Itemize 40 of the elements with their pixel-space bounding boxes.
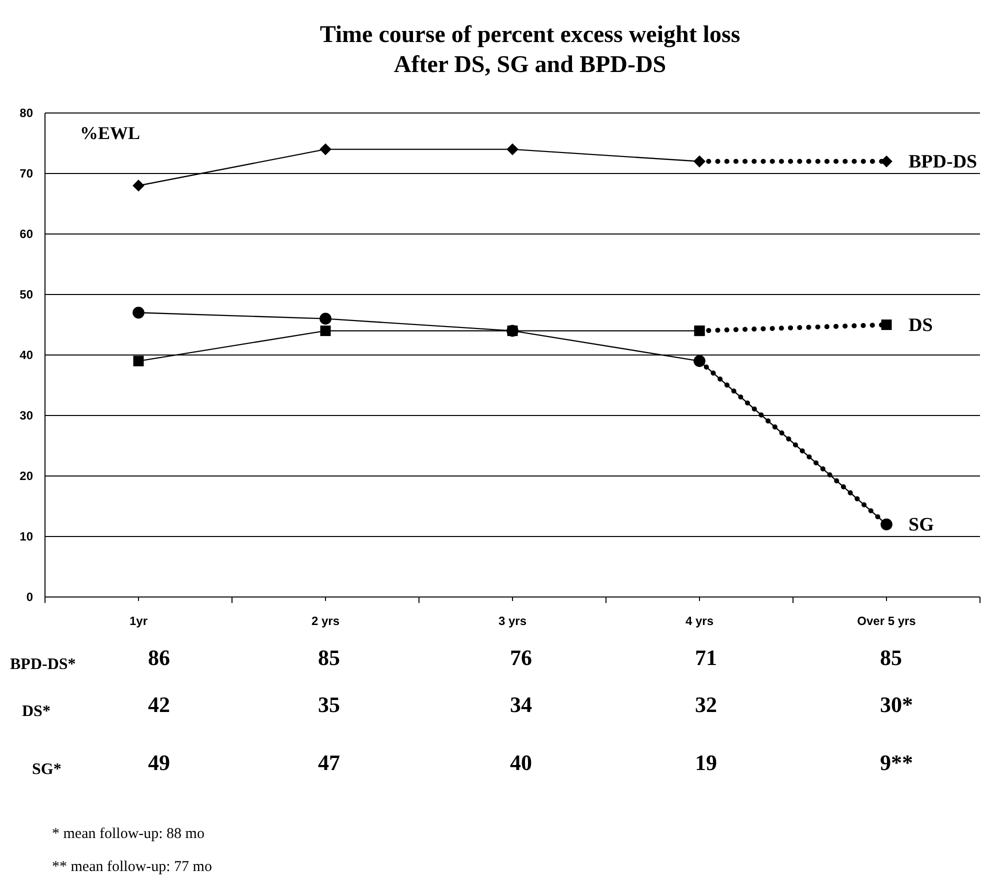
series-label: DS bbox=[908, 314, 933, 336]
y-tick-label: 50 bbox=[20, 288, 34, 302]
y-tick-label: 0 bbox=[26, 590, 34, 604]
y-tick-label: 30 bbox=[20, 408, 34, 422]
y-axis-title: %EWL bbox=[80, 123, 140, 143]
text: ** mean follow-up: 77 mo bbox=[52, 859, 212, 875]
text: SG* bbox=[32, 761, 62, 778]
text: 40 bbox=[510, 750, 532, 775]
text: 47 bbox=[318, 750, 340, 775]
text: DS* bbox=[22, 703, 50, 720]
text: 85 bbox=[880, 645, 902, 670]
y-tick-label: 20 bbox=[20, 469, 34, 483]
text: 85 bbox=[318, 645, 340, 670]
series-label: BPD-DS bbox=[908, 151, 978, 172]
x-tick-label: Over 5 yrs bbox=[857, 614, 916, 628]
text: 19 bbox=[695, 750, 717, 775]
text: 32 bbox=[695, 692, 717, 717]
y-tick-label: 70 bbox=[20, 166, 34, 180]
text: 86 bbox=[148, 645, 170, 670]
text: 76 bbox=[510, 645, 532, 670]
text: 49 bbox=[148, 750, 170, 775]
text: BPD-DS* bbox=[10, 656, 76, 673]
y-tick-label: 10 bbox=[20, 530, 34, 544]
text: 35 bbox=[318, 692, 340, 717]
series-label: SG bbox=[908, 514, 934, 536]
x-tick-label: 1yr bbox=[129, 614, 148, 628]
x-tick-label: 2 yrs bbox=[311, 614, 340, 628]
y-tick-label: 40 bbox=[20, 348, 34, 362]
x-tick-label: 4 yrs bbox=[685, 614, 714, 628]
text: 71 bbox=[695, 645, 717, 670]
chart-subtitle: After DS, SG and BPD-DS bbox=[394, 52, 666, 78]
text: 42 bbox=[148, 692, 170, 717]
text: * mean follow-up: 88 mo bbox=[52, 826, 204, 842]
text: 34 bbox=[510, 692, 532, 717]
chart-title: Time course of percent excess weight loss bbox=[320, 22, 740, 48]
text: 30* bbox=[880, 692, 913, 717]
y-tick-label: 80 bbox=[20, 106, 34, 120]
y-tick-label: 60 bbox=[20, 227, 34, 241]
text: 9** bbox=[880, 750, 913, 775]
x-tick-label: 3 yrs bbox=[498, 614, 527, 628]
